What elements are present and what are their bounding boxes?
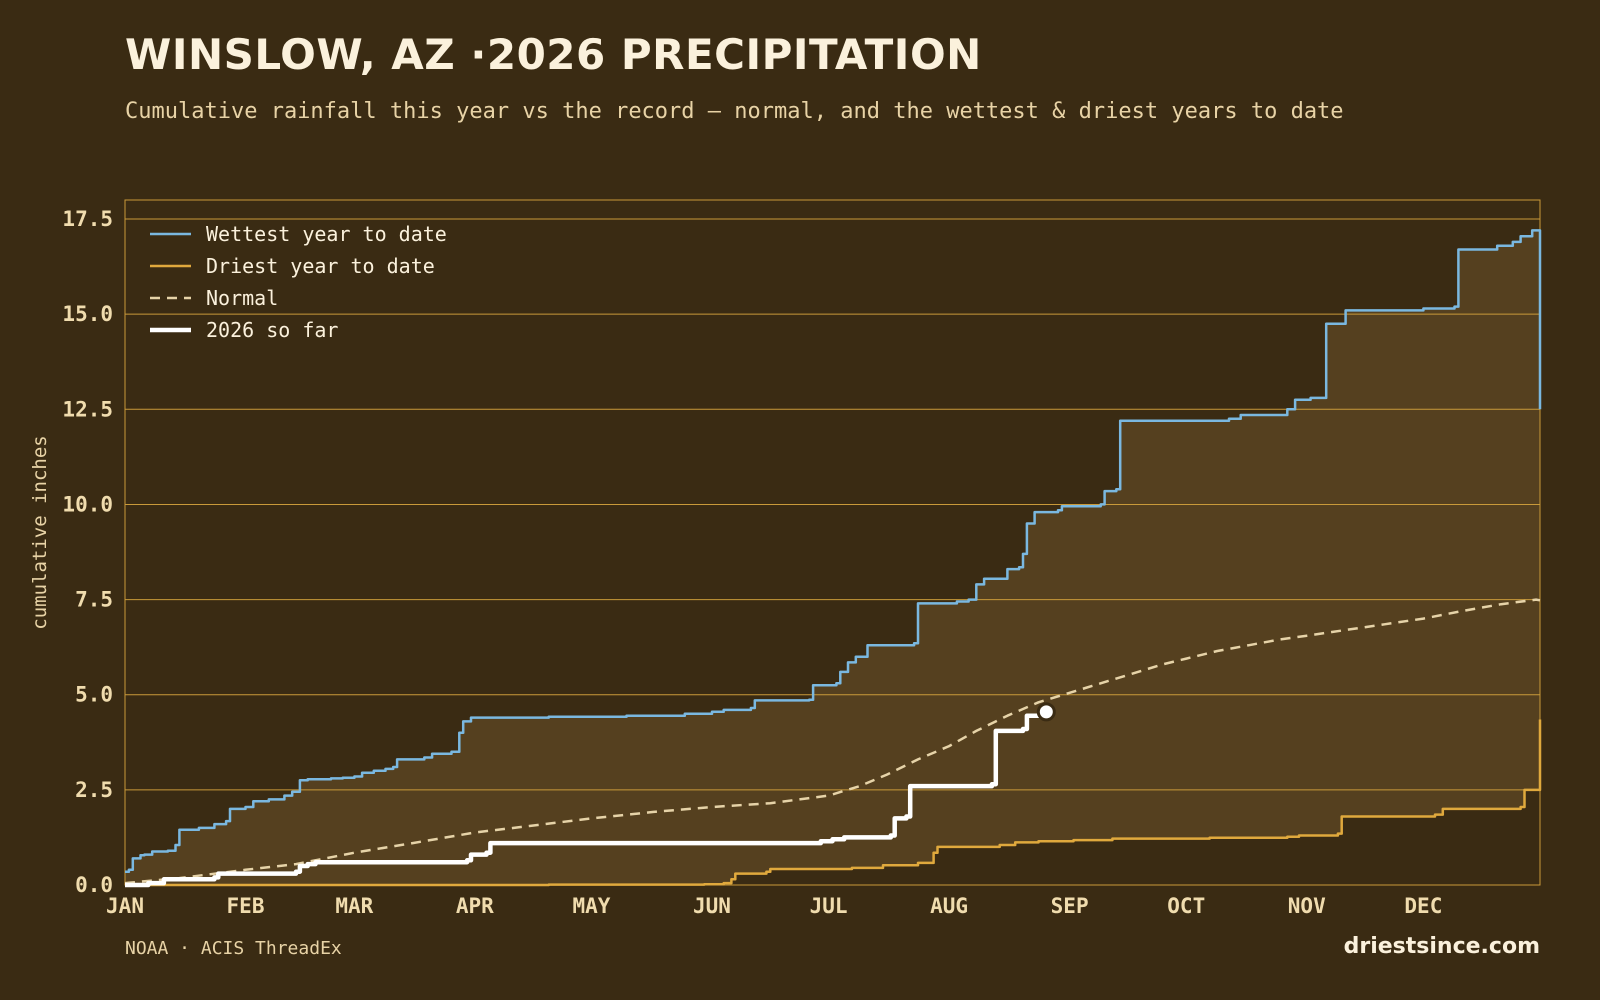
x-tick-label: MAR (335, 894, 373, 918)
x-tick-label: JUL (810, 894, 848, 918)
series-line-driest (125, 719, 1542, 887)
y-tick-label: 12.5 (62, 397, 113, 421)
wet-dry-band-layer (125, 230, 1540, 885)
y-tick-label: 7.5 (75, 588, 113, 612)
x-tick-label: DEC (1404, 894, 1442, 918)
y-axis-title: cumulative inches (29, 435, 51, 629)
x-tick-label: MAY (573, 894, 611, 918)
latest-value-marker (1036, 702, 1056, 722)
y-tick-label: 17.5 (62, 207, 113, 231)
chart-legend: Wettest year to date Driest year to date N… (150, 222, 447, 342)
series-line-normal (124, 598, 1541, 885)
y-tick-label: 10.0 (62, 492, 113, 516)
series-line-current (125, 711, 1049, 888)
x-tick-label: JAN (106, 894, 144, 918)
x-tick-label: FEB (227, 894, 265, 918)
site-brand: driestsince.com (1343, 934, 1540, 959)
series-line-wettest (125, 229, 1542, 873)
grid-layer (124, 199, 1541, 886)
x-tick-label: SEP (1051, 894, 1089, 918)
x-tick-label: APR (456, 894, 494, 918)
x-tick-label: NOV (1288, 894, 1326, 918)
y-tick-label: 0.0 (75, 873, 113, 897)
wet-dry-range-band (125, 230, 1540, 885)
legend-label-driest: Driest year to date (206, 254, 435, 278)
x-tick-label: JUN (693, 894, 731, 918)
plot-frame (124, 199, 1541, 886)
x-tick-label: OCT (1167, 894, 1205, 918)
page-title: WINSLOW, AZ ·2026 PRECIPITATION (125, 30, 982, 79)
axis-layer: 0.0 2.5 5.0 7.5 10.0 12.5 15.0 17.5 JAN FEB MAR APR… (29, 207, 1442, 918)
source-note: NOAA · ACIS ThreadEx (125, 938, 342, 959)
y-tick-label: 5.0 (75, 683, 113, 707)
legend-label-current: 2026 so far (206, 318, 338, 342)
y-tick-label: 15.0 (62, 302, 113, 326)
x-tick-label: AUG (930, 894, 968, 918)
legend-label-normal: Normal (206, 286, 278, 310)
page-subtitle: Cumulative rainfall this year vs the rec… (125, 99, 1344, 124)
legend-label-wettest: Wettest year to date (206, 222, 447, 246)
y-tick-label: 2.5 (75, 778, 113, 802)
series-layer (124, 229, 1542, 888)
